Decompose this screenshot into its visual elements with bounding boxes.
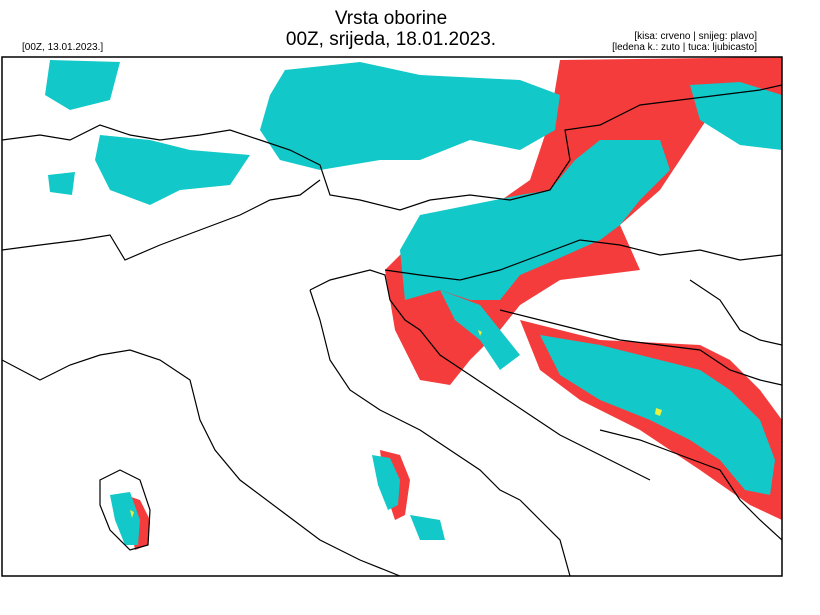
map-frame bbox=[1, 56, 783, 577]
legend-line: [ledena k.: zuto | tuca: ljubicasto] bbox=[612, 42, 757, 53]
map-title: Vrsta oborine bbox=[335, 8, 447, 29]
map bbox=[1, 56, 783, 577]
legend-line: [kisa: crveno | snijeg: plavo] bbox=[634, 31, 757, 42]
map-subtitle: 00Z, srijeda, 18.01.2023. bbox=[286, 29, 496, 50]
run-label: [00Z, 13.01.2023.] bbox=[22, 42, 103, 53]
